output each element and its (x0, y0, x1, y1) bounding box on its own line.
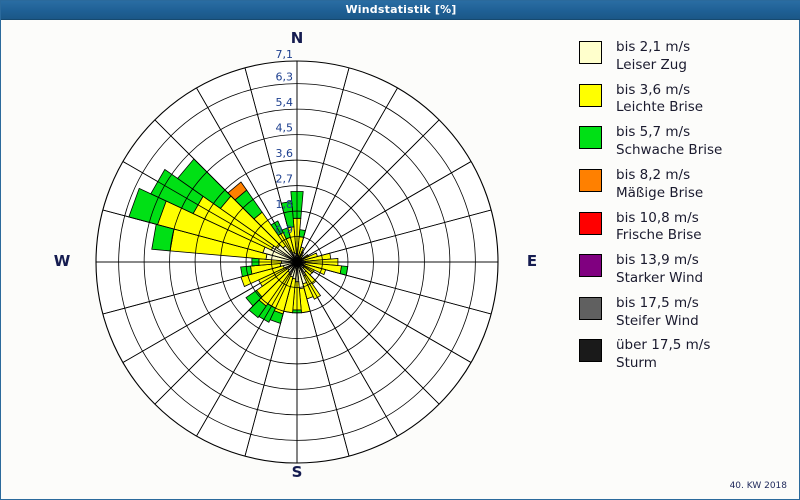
legend-beaufort-name: Schwache Brise (616, 142, 723, 159)
legend-color-swatch (579, 168, 602, 192)
wind-rose-svg: 0,9 1,8 2,7 3,6 4,5 5,4 6,3 7,1 (95, 48, 499, 464)
grid-spoke-overlay (296, 209, 492, 263)
grid-spoke-overlay (296, 261, 398, 437)
radial-tick-label: 2,7 (276, 173, 294, 186)
grid-spoke-overlay (244, 261, 298, 457)
radial-tick-label: 0,9 (276, 224, 294, 237)
legend-color-swatch (579, 126, 602, 150)
grid-spoke-overlay (122, 261, 298, 363)
legend-beaufort-name: Leiser Zug (616, 56, 687, 73)
legend-item[interactable]: bis 5,7 m/s Schwache Brise (579, 124, 794, 160)
wind-speed-legend: bis 2,1 m/s Leiser Zug bis 3,6 m/s Leichte … (579, 39, 794, 380)
radial-tick-label: 3,6 (276, 147, 294, 160)
legend-color-swatch (579, 339, 602, 363)
legend-label: bis 3,6 m/s Leichte Brise (616, 82, 703, 118)
polar-grid-overlay (96, 61, 498, 463)
legend-label: bis 17,5 m/s Steifer Wind (616, 295, 699, 331)
grid-spoke-overlay (296, 261, 492, 315)
grid-spoke-overlay (296, 161, 472, 263)
radial-tick-label: 4,5 (276, 122, 294, 135)
compass-label-east: E (526, 252, 538, 270)
legend-beaufort-name: Sturm (616, 355, 657, 372)
grid-spoke-overlay (244, 67, 298, 263)
legend-color-swatch (579, 41, 602, 64)
legend-item[interactable]: bis 13,9 m/s Starker Wind (579, 252, 794, 288)
grid-spoke-overlay (102, 261, 298, 315)
radial-tick-label: 1,8 (276, 198, 294, 211)
legend-beaufort-name: Mäßige Brise (616, 184, 704, 201)
radial-tick-label: 6,3 (276, 71, 294, 84)
grid-spoke-overlay (296, 87, 398, 263)
grid-spoke-overlay (154, 119, 298, 263)
legend-label: bis 8,2 m/s Mäßige Brise (616, 167, 703, 203)
radial-tick-label: 5,4 (276, 96, 294, 109)
legend-item[interactable]: bis 17,5 m/s Steifer Wind (579, 295, 794, 331)
legend-beaufort-name: Starker Wind (616, 269, 704, 286)
compass-label-west: W (53, 252, 71, 270)
radial-tick-label: 7,1 (276, 48, 294, 61)
legend-speed-range: bis 10,8 m/s (616, 209, 699, 226)
grid-spoke-overlay (296, 261, 472, 363)
legend-label: bis 2,1 m/s Leiser Zug (616, 39, 690, 75)
grid-spoke-overlay (196, 87, 298, 263)
legend-color-swatch (579, 83, 602, 107)
legend-speed-range: über 17,5 m/s (616, 337, 711, 354)
legend-speed-range: bis 3,6 m/s (616, 81, 691, 98)
grid-spoke-overlay (154, 261, 298, 405)
legend-speed-range: bis 2,1 m/s (616, 39, 691, 55)
legend-item[interactable]: bis 3,6 m/s Leichte Brise (579, 82, 794, 118)
legend-color-swatch (579, 254, 602, 278)
legend-beaufort-name: Leichte Brise (616, 99, 704, 116)
legend-label: bis 10,8 m/s Frische Brise (616, 210, 702, 246)
legend-beaufort-name: Frische Brise (616, 227, 702, 244)
legend-label: bis 13,9 m/s Starker Wind (616, 252, 703, 288)
wind-rose-chart: 0,9 1,8 2,7 3,6 4,5 5,4 6,3 7,1 N E S W (1, 20, 561, 500)
legend-color-swatch (579, 211, 602, 235)
legend-speed-range: bis 5,7 m/s (616, 124, 691, 141)
compass-label-south: S (291, 463, 303, 481)
calendar-week-footer: 40. KW 2018 (729, 481, 787, 491)
legend-item[interactable]: bis 2,1 m/s Leiser Zug (579, 39, 794, 75)
grid-spoke-overlay (122, 161, 298, 263)
grid-spoke-overlay (296, 261, 350, 457)
wind-rose-sector (150, 168, 204, 215)
legend-speed-range: bis 17,5 m/s (616, 294, 699, 311)
window-title: Windstatistik [%] (1, 1, 800, 20)
grid-spoke-overlay (296, 261, 440, 405)
legend-label: bis 5,7 m/s Schwache Brise (616, 124, 722, 160)
legend-item[interactable]: bis 10,8 m/s Frische Brise (579, 210, 794, 246)
legend-speed-range: bis 13,9 m/s (616, 252, 699, 269)
legend-item[interactable]: über 17,5 m/s Sturm (579, 337, 794, 373)
legend-item[interactable]: bis 8,2 m/s Mäßige Brise (579, 167, 794, 203)
legend-color-swatch (579, 296, 602, 320)
grid-spoke-overlay (102, 209, 298, 263)
legend-speed-range: bis 8,2 m/s (616, 166, 691, 183)
grid-spoke-overlay (296, 67, 350, 263)
grid-spoke-overlay (196, 261, 298, 437)
grid-spoke-overlay (296, 119, 440, 263)
compass-label-north: N (290, 29, 304, 47)
radial-tick-labels: 0,9 1,8 2,7 3,6 4,5 5,4 6,3 7,1 (276, 48, 294, 237)
legend-beaufort-name: Steifer Wind (616, 312, 699, 329)
legend-label: über 17,5 m/s Sturm (616, 337, 710, 373)
